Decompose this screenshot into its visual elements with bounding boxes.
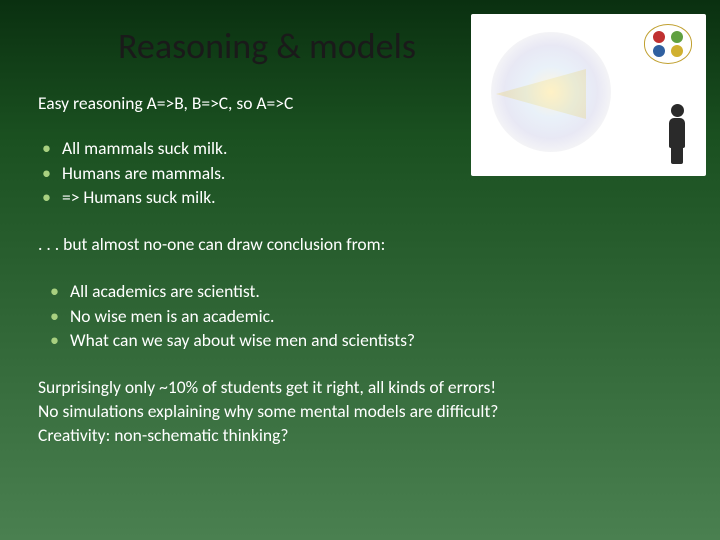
bullet-list-2: All academics are scientist. No wise men…: [38, 280, 682, 352]
dot-green: [671, 31, 683, 43]
closing-line: Creativity: non-schematic thinking?: [38, 424, 682, 447]
bullet-list-1: All mammals suck milk. Humans are mammal…: [38, 137, 682, 209]
closing-text: Surprisingly only ~10% of students get i…: [38, 376, 682, 446]
dot-red: [653, 31, 665, 43]
list-item: All mammals suck milk.: [38, 137, 682, 160]
dot-blue: [653, 45, 665, 57]
slide-title: Reasoning & models: [118, 24, 416, 68]
transition-text: . . . but almost no-one can draw conclus…: [38, 233, 682, 256]
thought-bubble: [644, 24, 692, 64]
list-item: Humans are mammals.: [38, 162, 682, 185]
subtitle: Easy reasoning A=>B, B=>C, so A=>C: [38, 92, 682, 115]
list-item: All academics are scientist.: [38, 280, 682, 303]
content-area: Easy reasoning A=>B, B=>C, so A=>C All m…: [38, 92, 682, 447]
closing-line: Surprisingly only ~10% of students get i…: [38, 376, 682, 399]
closing-line: No simulations explaining why some menta…: [38, 400, 682, 423]
list-item: => Humans suck milk.: [38, 186, 682, 209]
list-item: No wise men is an academic.: [38, 305, 682, 328]
list-item: What can we say about wise men and scien…: [38, 329, 682, 352]
dot-yellow: [671, 45, 683, 57]
